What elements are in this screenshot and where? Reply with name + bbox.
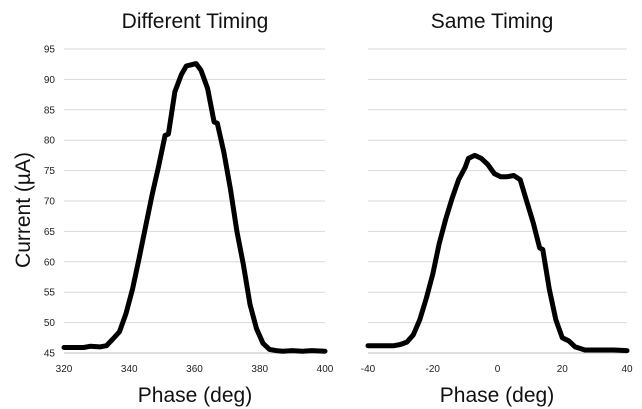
x-tick-label: 360	[186, 364, 203, 375]
x-tick-label: 340	[121, 364, 138, 375]
x-tick-label: 320	[56, 364, 73, 375]
x-tick-label: 400	[317, 364, 334, 375]
chart-title-same-timing: Same Timing	[431, 10, 554, 33]
x-tick-label: -20	[426, 364, 441, 375]
y-tick-label: 85	[44, 105, 56, 116]
y-tick-label: 55	[44, 288, 56, 299]
y-tick-label: 65	[44, 227, 56, 238]
y-tick-label: 95	[44, 45, 56, 56]
grid-lines	[368, 48, 627, 354]
y-tick-labels: 45 50 55 60 65 70 75 80 85 90 95	[44, 45, 56, 360]
y-tick-label: 50	[44, 318, 56, 329]
x-tick-labels: -40 -20 0 20 40	[361, 364, 633, 375]
y-tick-label: 45	[44, 349, 56, 360]
x-tick-label: 380	[251, 364, 268, 375]
x-tick-label: -40	[361, 364, 376, 375]
x-axis-label-same-timing: Phase (deg)	[440, 384, 554, 407]
chart-title-different-timing: Different Timing	[122, 10, 269, 33]
grid-lines	[64, 48, 325, 354]
x-tick-label: 0	[495, 364, 501, 375]
x-tick-label: 40	[621, 364, 633, 375]
chart-different-timing: Different Timing 4550556065707580859095 …	[44, 10, 334, 407]
series-line	[365, 152, 630, 354]
x-tick-label: 20	[557, 364, 569, 375]
series-line	[61, 61, 328, 354]
y-tick-label: 70	[44, 197, 56, 208]
x-axis-label-different-timing: Phase (deg)	[138, 384, 252, 407]
y-axis-label: Current (µA)	[12, 152, 35, 268]
y-tick-label: 75	[44, 166, 56, 177]
y-tick-label: 90	[44, 75, 56, 86]
chart-same-timing: Same Timing -40 -20 0 20 40 Phase (deg)	[361, 10, 633, 407]
y-tick-label: 60	[44, 257, 56, 268]
y-tick-label: 80	[44, 136, 56, 147]
x-tick-labels: 320 340 360 380 400	[56, 364, 334, 375]
